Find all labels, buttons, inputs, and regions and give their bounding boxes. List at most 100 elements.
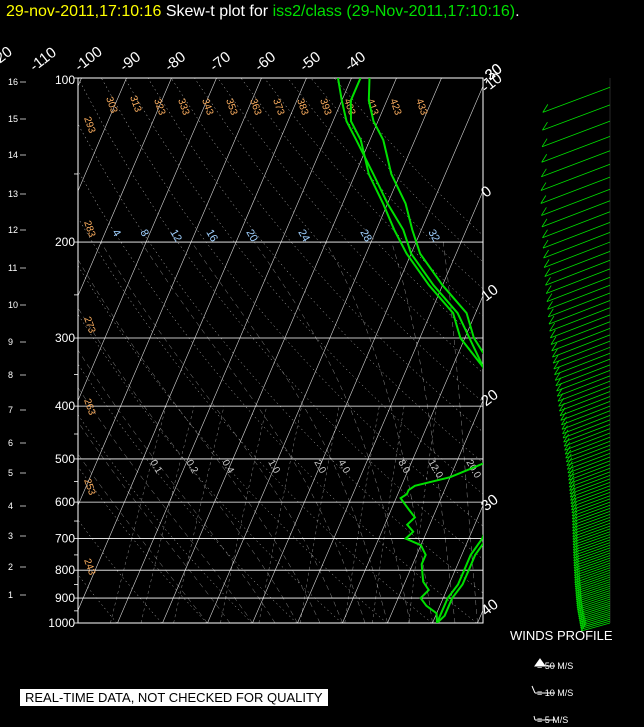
temp-right-label: 10 bbox=[478, 281, 502, 305]
wind-barb bbox=[575, 581, 611, 594]
wind-barb-flag bbox=[546, 293, 553, 302]
wind-barb bbox=[546, 268, 611, 294]
wind-barb bbox=[575, 585, 611, 598]
wind-barb bbox=[580, 618, 611, 628]
legend-10ms-label: = 10 M/S bbox=[537, 688, 574, 698]
wind-barb bbox=[568, 460, 611, 477]
theta-label: 313 bbox=[127, 94, 143, 114]
quality-notice: REAL-TIME DATA, NOT CHECKED FOR QUALITY bbox=[20, 689, 328, 706]
wind-barb bbox=[555, 364, 611, 387]
title-plot-label: Skew-t plot for bbox=[165, 3, 269, 20]
temp-right-label: 30 bbox=[478, 491, 502, 515]
wind-barb bbox=[572, 525, 611, 540]
wind-barb-flag bbox=[541, 218, 548, 228]
sat-mixing-label: 8.0 bbox=[395, 458, 412, 476]
wind-barb bbox=[578, 606, 611, 618]
wind-barb-flag bbox=[577, 603, 583, 612]
wind-barb bbox=[548, 292, 611, 318]
wind-barb-flag bbox=[576, 599, 583, 608]
pressure-tick-label: 200 bbox=[55, 235, 75, 249]
wind-barb-flag bbox=[564, 442, 570, 451]
wind-barb-flag bbox=[575, 589, 582, 598]
isotherm-line bbox=[117, 78, 352, 623]
wind-barb bbox=[548, 300, 611, 325]
title-end: . bbox=[515, 3, 520, 20]
temp-top-label: -80 bbox=[161, 48, 189, 75]
wind-barb bbox=[579, 612, 611, 623]
temp-top-label: -110 bbox=[26, 44, 59, 75]
wind-barb bbox=[572, 519, 611, 535]
pressure-tick-label: 400 bbox=[55, 399, 75, 413]
wind-barb-flag bbox=[566, 457, 573, 466]
wind-barb bbox=[581, 622, 611, 632]
wind-barb-flag bbox=[552, 348, 558, 358]
wind-barb bbox=[574, 560, 611, 574]
wind-barb-flag bbox=[540, 182, 547, 191]
height-km-label: 8 bbox=[8, 370, 13, 380]
wind-barb bbox=[556, 370, 611, 392]
temp-top-label: -120 bbox=[0, 43, 16, 75]
wind-barb-flag bbox=[549, 322, 555, 332]
dry-adiabat-line bbox=[78, 217, 432, 623]
wind-barb-flag bbox=[578, 608, 584, 618]
wind-barb bbox=[565, 436, 611, 455]
wind-barb bbox=[550, 314, 611, 339]
theta-label: 363 bbox=[247, 97, 263, 117]
wind-barb bbox=[573, 547, 611, 562]
theta-label: 273 bbox=[81, 315, 97, 335]
wind-barb-flag bbox=[543, 259, 550, 268]
temp-right-label: 20 bbox=[478, 386, 502, 410]
wind-barb-flag bbox=[547, 308, 554, 318]
dry-adiabat-line bbox=[124, 78, 483, 495]
wind-barb-flag bbox=[577, 605, 584, 614]
wind-barb bbox=[565, 440, 611, 459]
wind-barb-flag bbox=[542, 104, 549, 113]
wind-barb bbox=[563, 423, 611, 443]
sounding-trace-1 bbox=[337, 78, 483, 623]
temp-top-label: -70 bbox=[206, 48, 234, 75]
wind-barb bbox=[554, 352, 611, 376]
wind-barb bbox=[575, 579, 611, 592]
dry-adiabat-line bbox=[147, 78, 483, 463]
wind-barb bbox=[576, 596, 611, 608]
wind-barb bbox=[572, 528, 611, 543]
height-km-label: 5 bbox=[8, 468, 13, 478]
height-km-label: 10 bbox=[8, 300, 18, 310]
wind-barb-flag bbox=[545, 285, 552, 294]
wind-barb-flag bbox=[576, 597, 583, 606]
wind-barb bbox=[569, 471, 611, 488]
theta-label: 383 bbox=[294, 97, 310, 117]
isotherm-line bbox=[252, 85, 483, 623]
wind-barb-flag bbox=[575, 591, 582, 600]
wind-barb-flag bbox=[544, 268, 551, 277]
mixing-ratio-line bbox=[300, 406, 340, 623]
wind-barb bbox=[563, 428, 611, 447]
theta-label: 263 bbox=[81, 397, 97, 417]
temp-top-label: -100 bbox=[71, 43, 105, 75]
wind-barb-flag bbox=[556, 382, 562, 392]
wind-barb bbox=[577, 598, 611, 610]
wind-barb bbox=[543, 232, 611, 259]
sat-mixing-label: 20.0 bbox=[463, 458, 482, 481]
wind-barb bbox=[576, 592, 611, 605]
wind-barb bbox=[580, 620, 611, 630]
plot-frame bbox=[77, 77, 484, 624]
mixing-ratio-label: 4 bbox=[109, 228, 122, 239]
dry-adiabat-line bbox=[78, 123, 483, 594]
wind-barb-flag bbox=[574, 576, 581, 586]
mixing-ratio-label: 24 bbox=[295, 228, 312, 245]
theta-label: 423 bbox=[387, 97, 403, 117]
wind-barb-flag bbox=[542, 121, 548, 131]
height-km-label: 12 bbox=[8, 225, 18, 235]
wind-barb bbox=[552, 334, 611, 358]
wind-barb-flag bbox=[541, 207, 547, 216]
wind-barb bbox=[546, 276, 611, 302]
wind-barb bbox=[577, 600, 611, 612]
wind-barb-flag bbox=[540, 195, 547, 204]
height-km-label: 11 bbox=[8, 263, 17, 273]
wind-barb-flag bbox=[574, 580, 581, 590]
wind-barb-flag bbox=[575, 583, 581, 592]
mixing-ratio-line bbox=[220, 406, 267, 623]
dry-adiabat-line bbox=[78, 78, 483, 560]
wind-barb bbox=[566, 444, 611, 463]
